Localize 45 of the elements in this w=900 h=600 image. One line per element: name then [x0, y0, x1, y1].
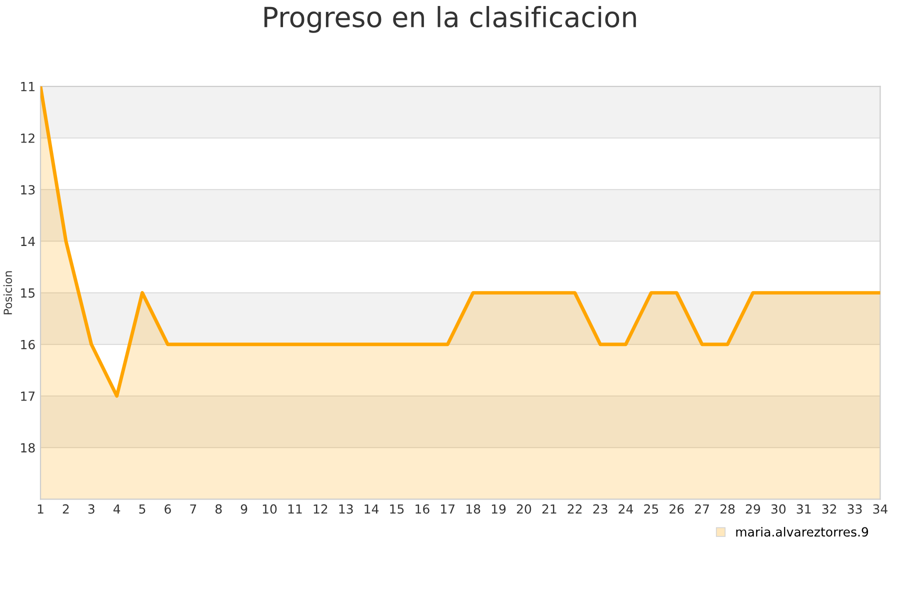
- legend-label: maria.alvareztorres.9: [736, 526, 868, 537]
- x-tick-label: 27: [695, 504, 709, 514]
- x-tick-label: 1: [38, 504, 44, 514]
- x-tick-label: 13: [339, 504, 353, 514]
- y-tick-label: 11: [21, 82, 34, 92]
- y-axis-title: Posicion: [3, 271, 12, 314]
- x-tick-label: 11: [288, 504, 302, 514]
- x-tick-label: 34: [873, 504, 888, 514]
- y-tick-label: 15: [21, 288, 35, 298]
- x-tick-label: 12: [314, 504, 328, 514]
- x-tick-label: 4: [113, 504, 120, 514]
- x-tick-label: 3: [88, 504, 94, 514]
- y-tick-label: 17: [21, 392, 35, 401]
- x-tick-label: 17: [441, 504, 455, 514]
- x-tick-label: 26: [670, 504, 684, 514]
- x-tick-label: 29: [746, 504, 760, 514]
- x-tick-label: 16: [416, 504, 430, 514]
- x-tick-label: 19: [492, 504, 506, 514]
- x-tick-label: 25: [644, 504, 658, 514]
- x-tick-label: 15: [390, 504, 404, 514]
- y-tick-label: 12: [21, 133, 34, 143]
- y-tick-label: 18: [21, 443, 35, 453]
- x-tick-label: 2: [62, 504, 69, 514]
- x-tick-label: 31: [796, 504, 811, 514]
- x-tick-label: 33: [848, 504, 862, 514]
- x-tick-label: 20: [516, 504, 532, 514]
- x-tick-label: 21: [542, 504, 556, 514]
- x-tick-label: 30: [771, 504, 786, 514]
- y-tick-label: 14: [21, 236, 35, 246]
- x-tick-label: 5: [139, 504, 146, 514]
- x-tick-label: 28: [720, 504, 735, 514]
- x-tick-label: 23: [593, 504, 608, 514]
- x-tick-label: 18: [466, 504, 480, 514]
- x-tick-label: 32: [822, 504, 836, 514]
- x-tick-label: 6: [164, 504, 171, 514]
- x-tick-label: 10: [262, 504, 277, 514]
- x-tick-label: 9: [240, 504, 248, 514]
- y-tick-label: 16: [21, 340, 35, 350]
- x-tick-label: 24: [618, 504, 633, 514]
- chart-title: Progreso en la clasificacion: [264, 6, 636, 33]
- x-tick-label: 22: [568, 504, 582, 514]
- y-tick-label: 13: [21, 185, 35, 195]
- x-tick-label: 8: [215, 504, 222, 514]
- x-tick-label: 7: [190, 504, 196, 514]
- x-tick-label: 14: [364, 504, 379, 514]
